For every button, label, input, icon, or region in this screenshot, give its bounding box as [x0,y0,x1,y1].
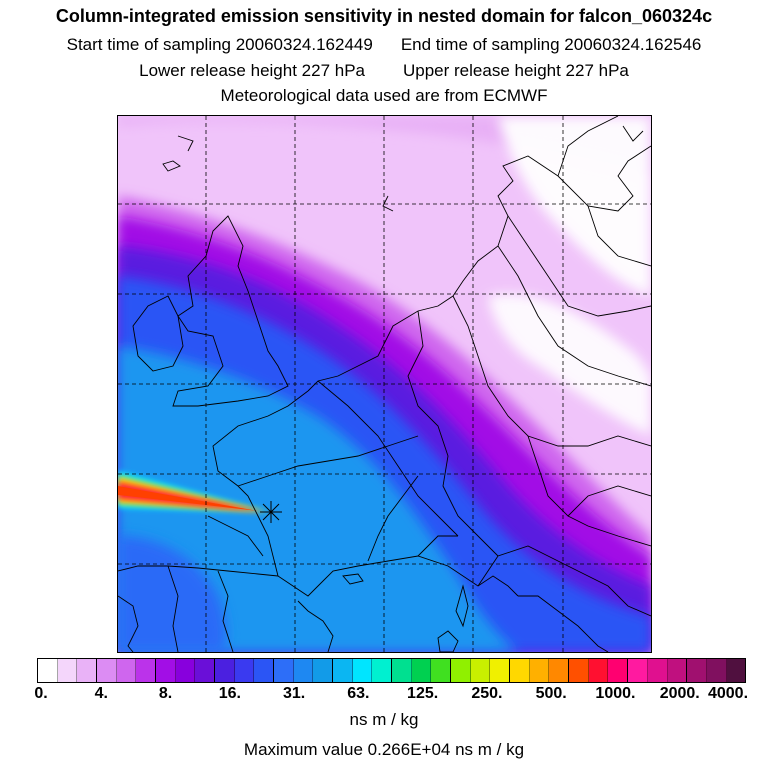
colorbar-cell [38,659,58,682]
plume-red [118,482,266,512]
colorbar-cell [215,659,235,682]
colorbar-tick-label: 1000. [595,685,636,702]
colorbar-tick-label: 500. [535,685,567,702]
colorbar-cell [529,659,550,682]
colorbar-cell [667,659,688,682]
colorbar-cell [647,659,668,682]
sampling-times: Start time of sampling 20060324.162449 En… [0,35,768,55]
start-time-label: Start time of sampling 20060324.162449 [66,35,373,54]
plot-title: Column-integrated emission sensitivity i… [55,6,713,26]
colorbar-tick-label: 0. [34,685,48,702]
plume-core [118,486,258,511]
colorbar-cell [195,659,216,682]
colorbar-cell [136,659,157,682]
field-white-middle [488,294,651,436]
map-panel [117,115,652,653]
maximum-value-label: Maximum value 0.266E+04 ns m / kg [243,740,525,759]
colorbar-cell [470,659,491,682]
colorbar-cell [156,659,176,682]
colorbar-cell [57,659,78,682]
colorbar-unit: ns m / kg [349,710,419,729]
colorbar-cell [313,659,334,682]
lower-release-label: Lower release height 227 hPa [139,61,365,80]
colorbar-cell [608,659,629,682]
release-heights: Lower release height 227 hPa Upper releas… [0,61,768,81]
colorbar-cell [510,659,530,682]
colorbar-cell [116,659,137,682]
field-light-blue [118,346,518,652]
sensitivity-map [118,116,651,652]
star-marker-icon [260,501,282,523]
colorbar-cell [569,659,589,682]
end-time-label: End time of sampling 20060324.162546 [400,35,702,54]
colorbar-cell [333,659,353,682]
colorbar-cell [628,659,648,682]
colorbar-tick-label: 63. [347,685,370,702]
coastlines [118,116,651,652]
colorbar-tick-label: 250. [471,685,503,702]
colorbar-tick-label: 8. [158,685,173,702]
met-data-label: Meteorological data used are from ECMWF [220,86,548,105]
colorbar-cell [274,659,294,682]
colorbar-cell [293,659,314,682]
colorbar-cell [411,659,432,682]
colorbar-cell [451,659,471,682]
colorbar-tick-label: 31. [282,685,306,702]
colorbar [37,658,746,683]
colorbar-cell [97,659,117,682]
colorbar-cell [352,659,373,682]
colorbar-cell [549,659,570,682]
colorbar-tick-label: 16. [218,685,241,702]
colorbar-cell [687,659,707,682]
colorbar-cell [392,659,412,682]
plume-yellow [118,476,268,512]
colorbar-cell [706,659,727,682]
colorbar-cell [726,659,746,682]
colorbar-cell [372,659,393,682]
colorbar-tick-label: 125. [407,685,439,702]
colorbar-cell [490,659,511,682]
field-blue-southwest [118,536,227,652]
lat-lon-grid [118,116,651,652]
colorbar-tick-label: 2000. [659,685,700,702]
colorbar-cell [77,659,98,682]
colorbar-cell [431,659,452,682]
colorbar-labels: 0. 4. 8. 16. 31. 63. 125. 250. 500. 1000. 2000. 400… [0,685,768,705]
colorbar-tick-label: 4. [94,685,108,702]
colorbar-cell [588,659,609,682]
colorbar-cell [175,659,196,682]
colorbar-tick-label: 4000. [707,685,749,702]
upper-release-label: Upper release height 227 hPa [403,61,629,80]
colorbar-cell [234,659,255,682]
colorbar-cell [254,659,275,682]
